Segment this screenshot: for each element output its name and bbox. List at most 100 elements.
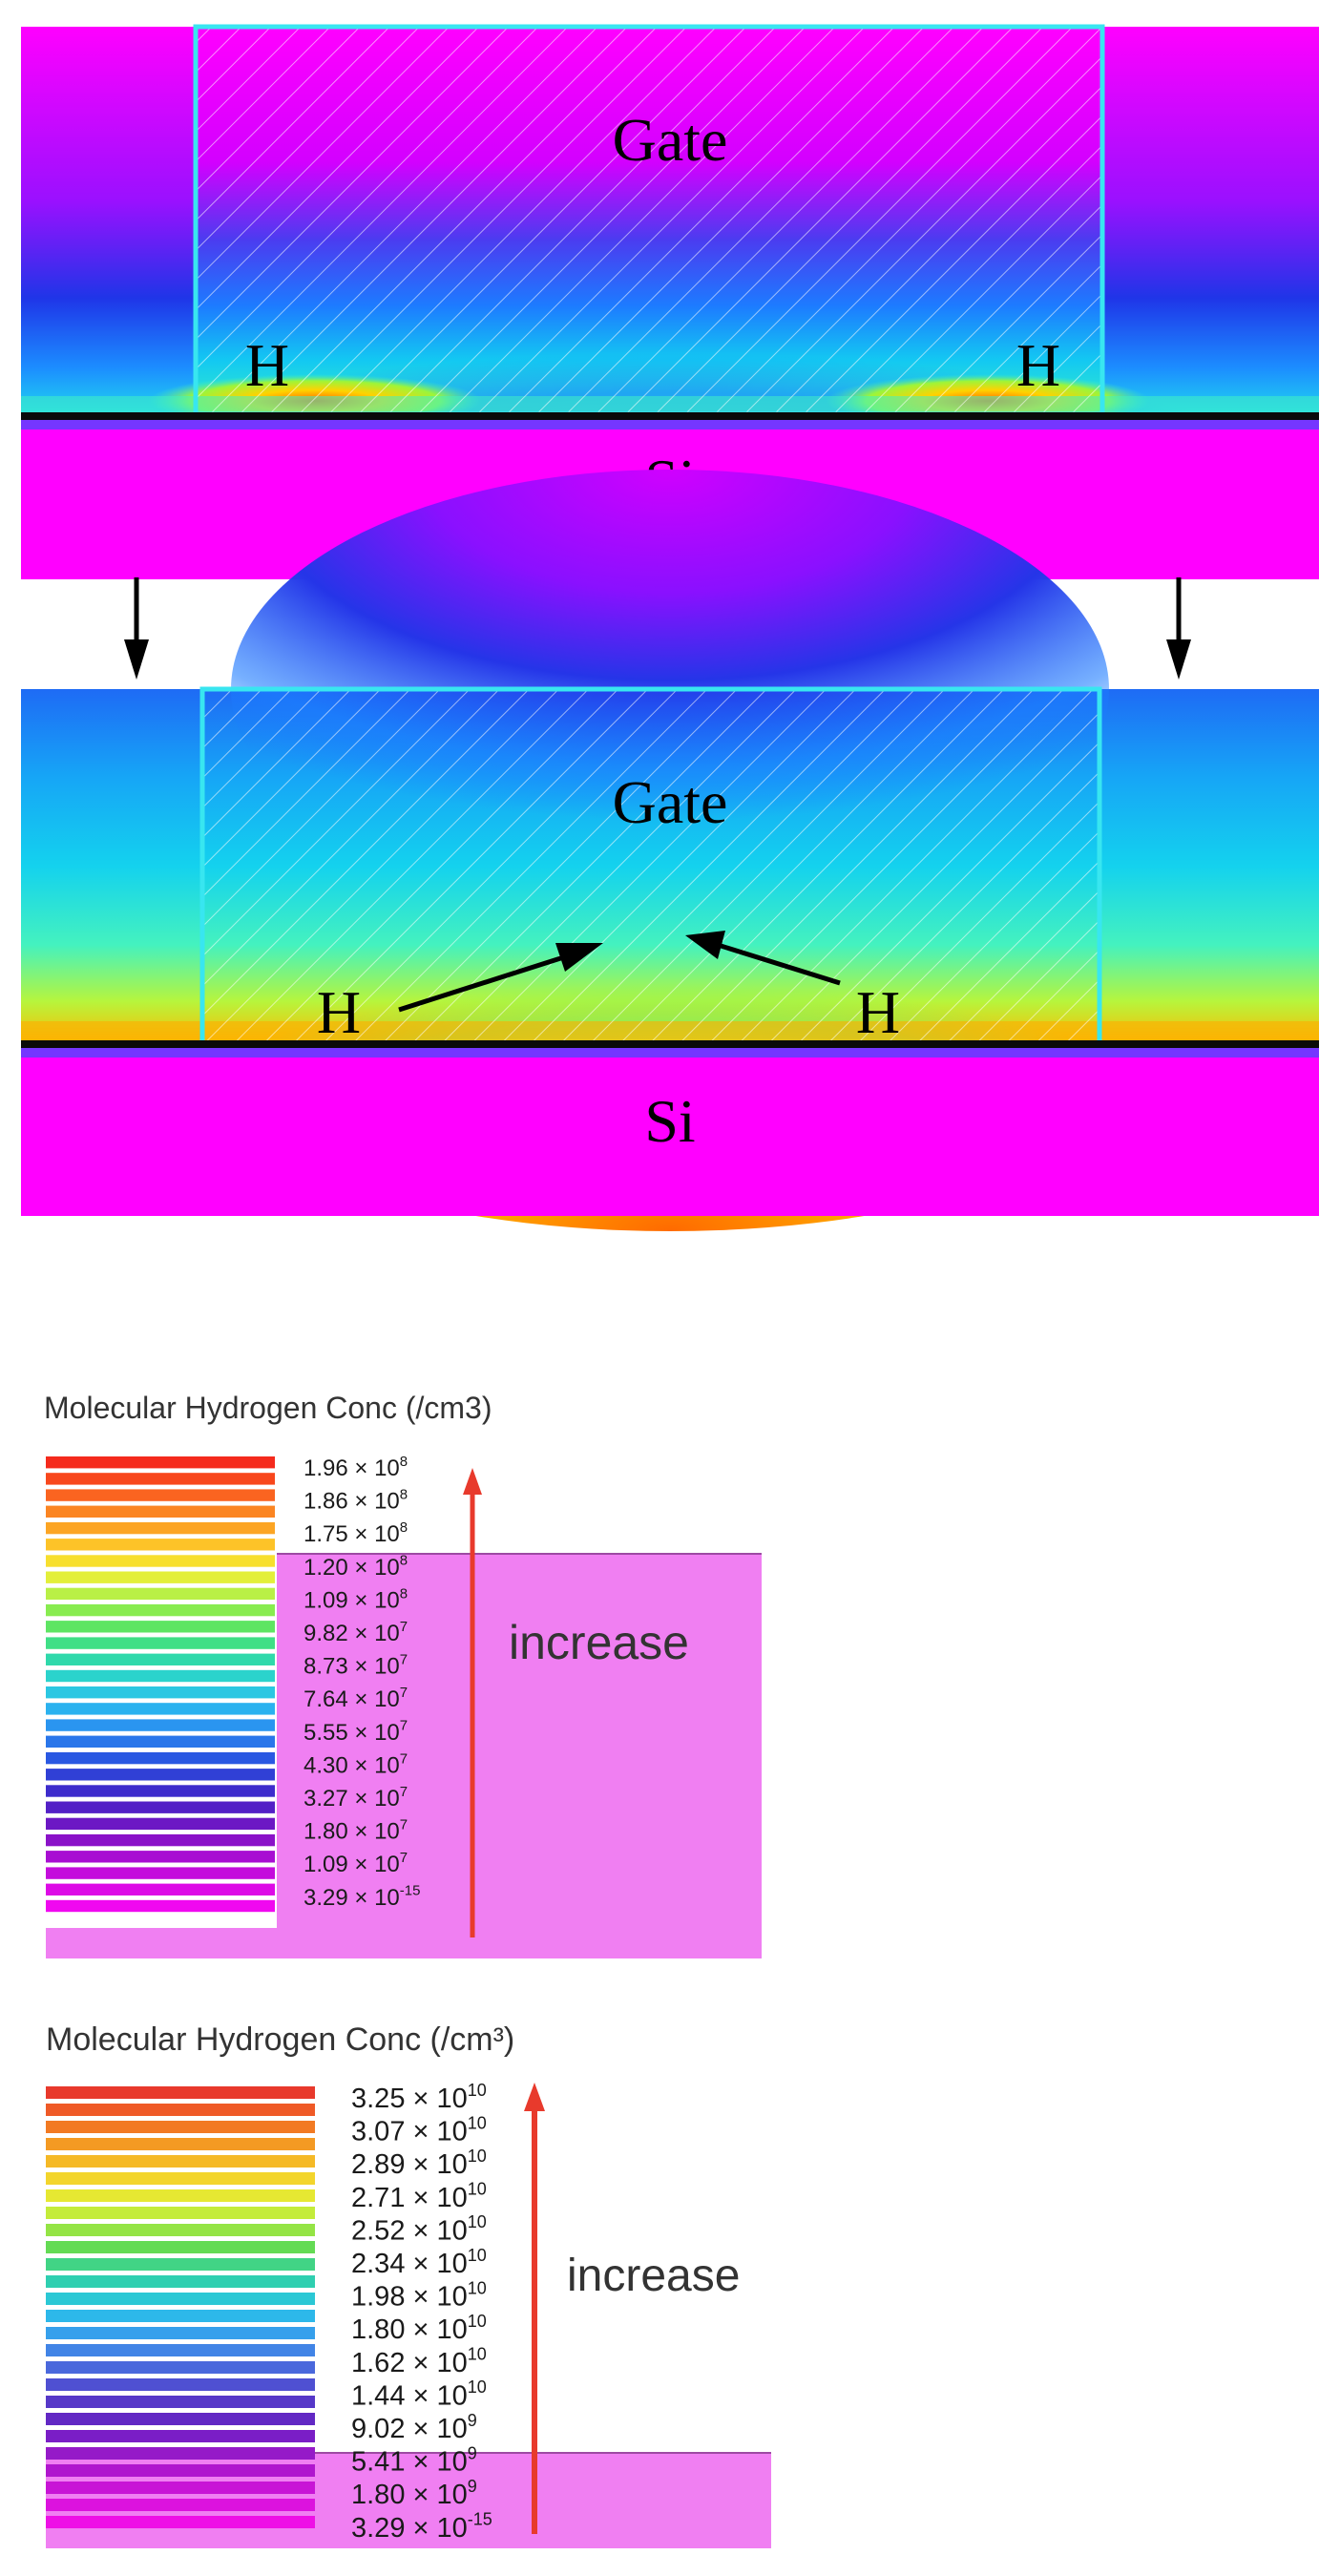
tick-exponent: 7: [400, 1718, 408, 1734]
legend-swatch: [46, 1571, 275, 1583]
legend-tick-label: 4.30 × 107: [304, 1750, 408, 1778]
tick-mantissa: 3.29 × 10: [304, 1885, 400, 1911]
increase-arrow-head: [463, 1468, 482, 1495]
legend-highlight-area: [277, 1554, 762, 1958]
legend-swatch: [46, 1489, 275, 1501]
legend-tick-label: 1.86 × 108: [304, 1487, 408, 1515]
tick-exponent: 10: [468, 2212, 487, 2231]
tick-mantissa: 1.09 × 10: [304, 1852, 400, 1877]
tick-mantissa: 1.96 × 10: [304, 1456, 400, 1481]
tick-mantissa: 1.20 × 10: [304, 1555, 400, 1581]
migration-arrow-right: [685, 931, 841, 986]
legend-tick-label: 2.52 × 1010: [351, 2212, 487, 2246]
legend-tick-label: 3.29 × 10-15: [304, 1883, 420, 1911]
tick-mantissa: 1.80 × 10: [351, 2480, 468, 2510]
legend-swatch: [46, 1456, 275, 1469]
tick-mantissa: 2.89 × 10: [351, 2149, 468, 2180]
legend-swatch: [46, 2361, 315, 2374]
legend-swatch: [46, 1505, 275, 1518]
tick-exponent: 7: [400, 1750, 408, 1767]
legend-swatch: [46, 2344, 315, 2356]
legend-tick-label: 3.25 × 1010: [351, 2081, 487, 2114]
legend-swatch: [46, 2516, 315, 2528]
legend-swatch: [46, 1719, 275, 1731]
tick-exponent: 7: [400, 1850, 408, 1866]
legend-swatch: [46, 2275, 315, 2288]
legend-tick-label: 1.44 × 1010: [351, 2377, 487, 2411]
legend-swatch: [46, 1801, 275, 1813]
down-arrow-left: [124, 577, 149, 680]
legend-tick-label: 1.80 × 1010: [351, 2312, 487, 2345]
legend-swatch: [46, 2464, 315, 2477]
tick-exponent: 8: [400, 1519, 408, 1536]
legend-swatch: [46, 1817, 275, 1831]
legend-swatch: [46, 1473, 275, 1485]
legend-swatch: [46, 2378, 315, 2391]
legend-swatch: [46, 1833, 275, 1847]
legend-swatch: [46, 1735, 275, 1748]
legend-swatch: [46, 2310, 315, 2322]
tick-exponent: 7: [400, 1619, 408, 1635]
silicon-substrate-after: [21, 1048, 1319, 1216]
tick-exponent: 8: [400, 1585, 408, 1602]
tick-mantissa: 3.27 × 10: [304, 1786, 400, 1812]
legend-swatch: [46, 1539, 275, 1551]
legend-swatch: [46, 1669, 275, 1683]
hydrogen-label-left: H: [245, 331, 289, 399]
legend-tick-label: 1.96 × 108: [304, 1454, 408, 1481]
gate-label: Gate: [613, 106, 728, 174]
tick-mantissa: 5.41 × 10: [351, 2447, 468, 2478]
legend-swatch: [46, 2293, 315, 2305]
simulation-panel-before: Gate Si H H: [21, 24, 1319, 579]
legend-tick-label: 1.98 × 1010: [351, 2278, 487, 2312]
colorbar-legend-after: Molecular Hydrogen Conc (/cm³) 3.25 × 10…: [46, 2021, 771, 2548]
legend-tick-label: 1.62 × 1010: [351, 2345, 487, 2378]
legend-swatch: [46, 1851, 275, 1863]
tick-exponent: 8: [400, 1487, 408, 1503]
legend-swatch: [46, 2104, 315, 2116]
legend-swatch: [46, 2327, 315, 2339]
tick-exponent: -15: [468, 2510, 492, 2529]
legend-swatch: [46, 2207, 315, 2219]
tick-mantissa: 9.82 × 10: [304, 1621, 400, 1646]
tick-exponent: 10: [468, 2377, 487, 2397]
legend-swatch: [46, 1653, 275, 1665]
tick-exponent: 10: [468, 2081, 487, 2100]
tick-exponent: 10: [468, 2345, 487, 2364]
legend-swatches-after: [46, 2086, 315, 2528]
legend-swatch: [46, 2189, 315, 2202]
legend-tick-label: 2.34 × 1010: [351, 2246, 487, 2279]
legend-swatch: [46, 1621, 275, 1633]
tick-mantissa: 1.75 × 10: [304, 1521, 400, 1547]
tick-mantissa: 3.25 × 10: [351, 2084, 468, 2114]
tick-exponent: 7: [400, 1652, 408, 1668]
legend-swatch: [46, 1899, 275, 1913]
tick-mantissa: 8.73 × 10: [304, 1654, 400, 1680]
gate-hatch: [196, 27, 1102, 414]
legend-tick-label: 5.55 × 107: [304, 1718, 408, 1746]
legend-tick-label: 1.80 × 107: [304, 1817, 408, 1845]
tick-mantissa: 1.09 × 10: [304, 1587, 400, 1613]
legend-tick-label: 7.64 × 107: [304, 1685, 408, 1712]
legend-tick-label: 3.07 × 1010: [351, 2113, 487, 2147]
legend-tick-label: 9.82 × 107: [304, 1619, 408, 1646]
legend-swatch: [46, 1603, 275, 1617]
tick-mantissa: 3.07 × 10: [351, 2117, 468, 2147]
legend-swatch: [46, 1637, 275, 1649]
hydrogen-label-right-after: H: [856, 978, 900, 1046]
legend-swatch: [46, 2396, 315, 2408]
tick-exponent: 8: [400, 1454, 408, 1470]
tick-exponent: 9: [468, 2443, 477, 2462]
legend-swatch: [46, 2499, 315, 2511]
tick-exponent: 10: [468, 2180, 487, 2199]
legend-swatch: [46, 1867, 275, 1879]
tick-mantissa: 5.55 × 10: [304, 1720, 400, 1746]
tick-mantissa: 4.30 × 10: [304, 1752, 400, 1778]
oxide-line-after: [21, 1040, 1319, 1048]
tick-exponent: 9: [468, 2477, 477, 2496]
tick-exponent: 10: [468, 2147, 487, 2166]
legend-swatch: [46, 2241, 315, 2253]
legend-swatch: [46, 2121, 315, 2133]
legend-swatch: [46, 2086, 315, 2099]
tick-mantissa: 1.62 × 10: [351, 2348, 468, 2378]
